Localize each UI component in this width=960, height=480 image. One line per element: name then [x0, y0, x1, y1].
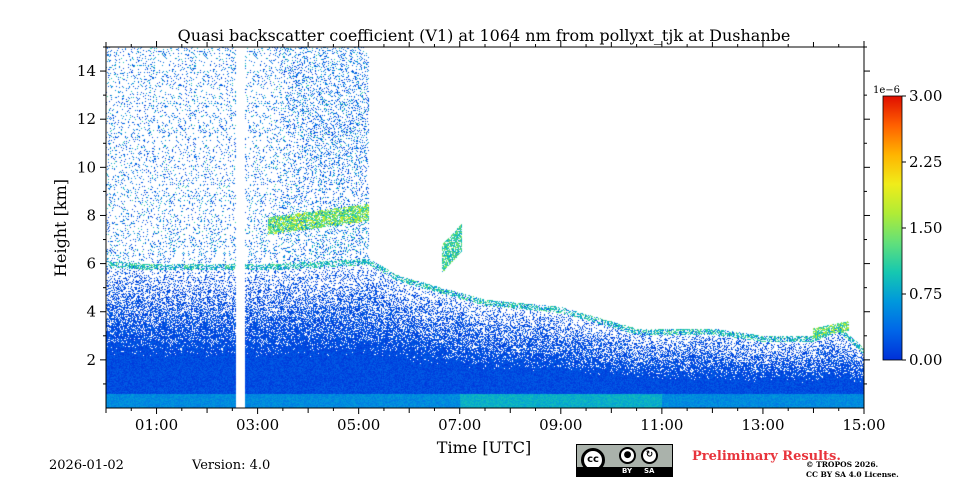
colorbar-exponent: 1e−6: [873, 85, 900, 96]
copyright-line-1: © TROPOS 2026.: [806, 460, 879, 469]
y-tick-label: 4: [86, 303, 96, 321]
x-tick-label: 03:00: [236, 416, 279, 434]
y-tick-label: 2: [86, 351, 96, 369]
colorbar-tick-label: 0.00: [909, 351, 942, 369]
preliminary-results-note: Preliminary Results.: [692, 449, 841, 464]
copyright-notice: © TROPOS 2026. CC BY SA 4.0 License.: [806, 460, 899, 480]
cc-by-label: BY: [622, 467, 633, 475]
y-tick-label: 12: [77, 110, 96, 128]
y-tick-label: 10: [77, 158, 96, 176]
chart-title: Quasi backscatter coefficient (V1) at 10…: [178, 26, 791, 45]
copyright-line-2: CC BY SA 4.0 License.: [806, 470, 899, 479]
heatmap-image: [106, 47, 864, 408]
x-tick-label: 15:00: [842, 416, 885, 434]
x-tick-label: 09:00: [539, 416, 582, 434]
x-axis-label: Time [UTC]: [437, 438, 531, 457]
cc-sa-label: SA: [644, 467, 655, 475]
x-tick-label: 07:00: [438, 416, 481, 434]
y-axis: 2 4 6 8 10 12 14: [77, 46, 870, 385]
y-tick-label: 6: [86, 255, 96, 273]
y-tick-label: 14: [77, 62, 96, 80]
y-tick-label: 8: [86, 206, 96, 224]
footer-version: Version: 4.0: [192, 458, 271, 473]
plot-area: [105, 46, 865, 409]
x-tick-label: 13:00: [741, 416, 784, 434]
sa-sharealike-icon: ↻: [641, 447, 658, 464]
colorbar-tick-label: 0.75: [909, 285, 942, 303]
colorbar: 1e−6 0.00 0.75 1.50 2.25 3.00: [873, 85, 942, 369]
colorbar-gradient: [882, 95, 903, 361]
footer-date: 2026-01-02: [49, 458, 124, 473]
colorbar-tick-label: 1.50: [909, 219, 942, 237]
x-axis: 01:00 03:00 05:00 07:00 09:00 11:00 13:00 15:00: [105, 41, 886, 434]
y-axis-label: Height [km]: [51, 179, 70, 277]
cc-strip: BY SA: [577, 467, 672, 476]
cc-license-badge[interactable]: cc ● ↻ BY SA: [576, 444, 673, 477]
by-attribution-icon: ●: [619, 447, 636, 464]
colorbar-ticks: 0.00 0.75 1.50 2.25 3.00: [902, 87, 942, 369]
colorbar-tick-label: 3.00: [909, 87, 942, 105]
x-tick-label: 11:00: [640, 416, 683, 434]
colorbar-tick-label: 2.25: [909, 153, 942, 171]
x-tick-label: 05:00: [337, 416, 380, 434]
x-tick-label: 01:00: [135, 416, 178, 434]
